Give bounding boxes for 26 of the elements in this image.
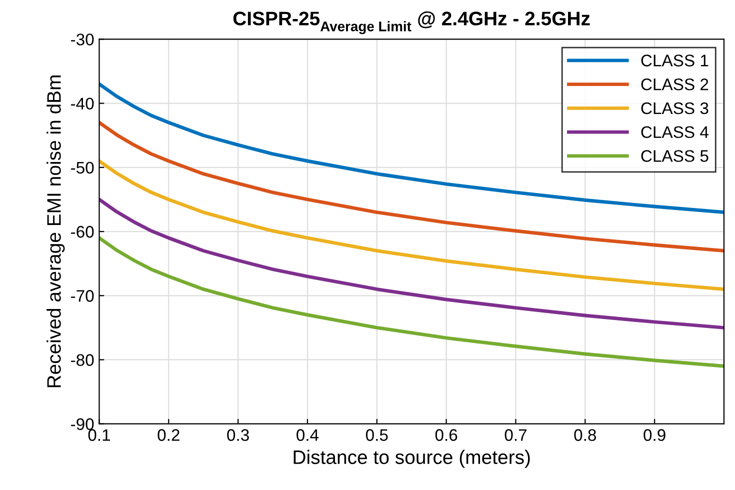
y-tick-label: -50 — [71, 162, 94, 174]
legend-label: CLASS 2 — [641, 78, 708, 90]
legend-label: CLASS 1 — [641, 54, 708, 66]
y-axis-title: Received average EMI noise in dBm — [46, 76, 65, 388]
line-series — [99, 236, 724, 368]
x-tick-label: 0.6 — [435, 429, 458, 441]
legend-label: CLASS 4 — [641, 126, 708, 138]
line-series — [99, 198, 724, 330]
x-tick-label: 0.8 — [574, 429, 596, 441]
legend-label: CLASS 3 — [641, 102, 708, 114]
x-tick-label: 0.1 — [88, 429, 110, 441]
y-tick-label: -60 — [71, 226, 94, 238]
y-tick-label: -70 — [71, 290, 94, 302]
y-tick-label: -90 — [71, 418, 94, 430]
x-tick-label: 0.9 — [644, 429, 666, 441]
line-series — [99, 120, 724, 252]
legend-label: CLASS 5 — [641, 150, 708, 162]
x-tick-label: 0.4 — [296, 429, 319, 441]
x-tick-label: 0.2 — [158, 429, 180, 441]
x-tick-label: 0.3 — [227, 429, 249, 441]
y-tick-label: -80 — [71, 354, 94, 366]
y-tick-label: -40 — [71, 98, 94, 110]
y-tick-label: -30 — [71, 34, 94, 46]
x-tick-label: 0.5 — [366, 429, 388, 441]
x-tick-label: 0.7 — [504, 429, 526, 441]
x-axis-title: Distance to source (meters) — [294, 450, 530, 468]
